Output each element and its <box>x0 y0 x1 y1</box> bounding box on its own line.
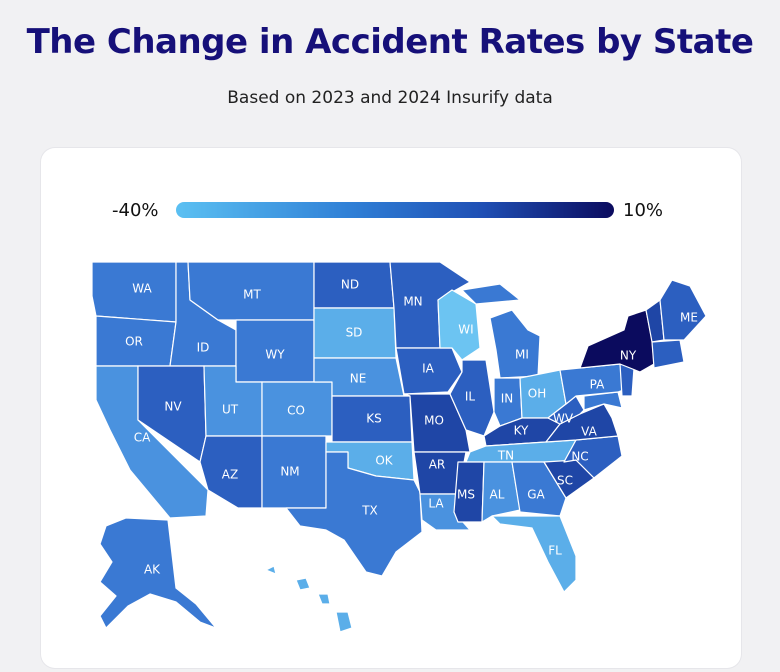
label-OK: OK <box>375 454 393 468</box>
label-MS: MS <box>457 488 475 502</box>
state-HI[interactable] <box>265 565 353 633</box>
state-WI[interactable] <box>437 289 481 361</box>
label-NV: NV <box>164 400 182 414</box>
label-TX: TX <box>361 504 378 518</box>
label-MO: MO <box>424 414 444 428</box>
state-FL[interactable] <box>491 515 577 593</box>
legend-min-label: -40% <box>112 200 159 221</box>
label-WY: WY <box>265 348 285 362</box>
label-LA: LA <box>428 497 444 511</box>
label-ID: ID <box>197 341 210 355</box>
label-FL: FL <box>548 544 562 558</box>
label-KY: KY <box>514 424 529 438</box>
label-IL: IL <box>465 390 476 404</box>
label-MI: MI <box>515 348 529 362</box>
label-SD: SD <box>346 326 363 340</box>
state-ME[interactable] <box>659 279 707 341</box>
label-AK: AK <box>144 563 161 577</box>
label-OR: OR <box>125 335 143 349</box>
label-TN: TN <box>497 449 514 463</box>
state-IL[interactable] <box>449 359 495 437</box>
state-GA[interactable] <box>511 461 567 517</box>
label-NY: NY <box>620 349 637 363</box>
label-GA: GA <box>527 488 545 502</box>
label-WI: WI <box>458 323 473 337</box>
page-title: The Change in Accident Rates by State <box>26 22 754 62</box>
label-MN: MN <box>403 295 422 309</box>
label-CO: CO <box>287 404 305 418</box>
label-OH: OH <box>528 387 546 401</box>
label-ME: ME <box>680 311 698 325</box>
label-VA: VA <box>581 425 597 439</box>
label-MT: MT <box>243 288 261 302</box>
state-TX[interactable] <box>285 451 423 577</box>
state-MI[interactable] <box>461 283 541 379</box>
label-AL: AL <box>490 488 505 502</box>
label-AR: AR <box>429 458 446 472</box>
label-SC: SC <box>557 474 573 488</box>
state-NY[interactable] <box>579 309 655 373</box>
label-KS: KS <box>366 412 382 426</box>
state-AK[interactable] <box>99 517 217 629</box>
label-AZ: AZ <box>222 468 238 482</box>
label-NC: NC <box>571 450 588 464</box>
page-subtitle: Based on 2023 and 2024 Insurify data <box>227 88 553 108</box>
label-WA: WA <box>132 282 152 296</box>
label-CA: CA <box>134 431 151 445</box>
label-WV: WV <box>553 412 574 426</box>
legend-max-label: 10% <box>623 200 664 221</box>
label-PA: PA <box>590 378 605 392</box>
label-IN: IN <box>501 392 514 406</box>
state-MS[interactable] <box>453 461 485 523</box>
label-IA: IA <box>422 362 435 376</box>
label-UT: UT <box>222 403 239 417</box>
legend-color-scale <box>176 202 614 218</box>
state-MA-CT-RI[interactable] <box>651 339 685 369</box>
state-TN[interactable] <box>465 439 577 463</box>
label-NM: NM <box>280 465 299 479</box>
label-ND: ND <box>341 278 359 292</box>
state-AL[interactable] <box>481 461 521 523</box>
label-NE: NE <box>350 372 367 386</box>
